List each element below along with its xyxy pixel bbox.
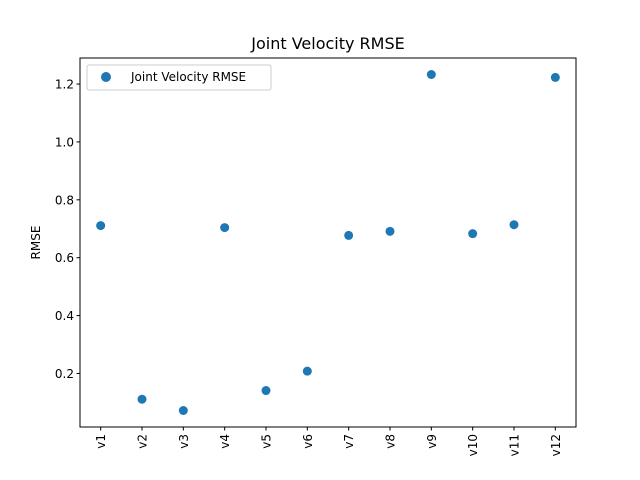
- x-tick-label: v10: [466, 434, 480, 456]
- x-axis: v1 v2 v3 v4 v5 v6 v7 v8 v9 v10 v11 v12: [94, 427, 563, 456]
- x-tick-label: v5: [260, 434, 274, 449]
- data-point: [96, 221, 106, 231]
- data-point: [137, 394, 147, 404]
- data-point: [178, 406, 188, 416]
- legend-box: [86, 64, 272, 91]
- y-tick-label: 0.4: [55, 309, 74, 323]
- y-tick-label: 0.6: [55, 251, 74, 265]
- x-tick-label: v7: [342, 434, 356, 449]
- legend-marker: [101, 72, 111, 82]
- data-points: [96, 69, 560, 416]
- x-tick-label: v8: [384, 434, 398, 449]
- x-tick-label: v4: [218, 434, 232, 449]
- y-tick-label: 0.8: [55, 193, 74, 207]
- x-tick-label: v1: [94, 434, 108, 449]
- x-tick-label: v9: [425, 434, 439, 449]
- plot-area: [79, 57, 577, 428]
- x-tick-label: v12: [549, 434, 563, 456]
- x-tick-label: v3: [177, 434, 191, 449]
- x-tick-label: v2: [136, 434, 150, 449]
- data-point: [509, 220, 519, 230]
- data-point: [261, 386, 271, 396]
- legend: Joint Velocity RMSE: [86, 64, 272, 91]
- data-point: [550, 72, 560, 82]
- data-point: [344, 230, 354, 240]
- data-point: [426, 69, 436, 79]
- data-point: [220, 223, 230, 233]
- y-tick-label: 1.2: [55, 78, 74, 92]
- y-tick-label: 1.0: [55, 135, 74, 149]
- chart-title: Joint Velocity RMSE: [250, 34, 405, 53]
- x-tick-label: v6: [301, 434, 315, 449]
- data-point: [385, 226, 395, 236]
- data-point: [468, 229, 478, 239]
- data-point: [302, 366, 312, 376]
- y-tick-label: 0.2: [55, 367, 74, 381]
- y-axis: 0.2 0.4 0.6 0.8 1.0 1.2: [55, 78, 80, 381]
- y-axis-label: RMSE: [29, 226, 43, 260]
- legend-label: Joint Velocity RMSE: [130, 70, 246, 84]
- x-tick-label: v11: [508, 434, 522, 456]
